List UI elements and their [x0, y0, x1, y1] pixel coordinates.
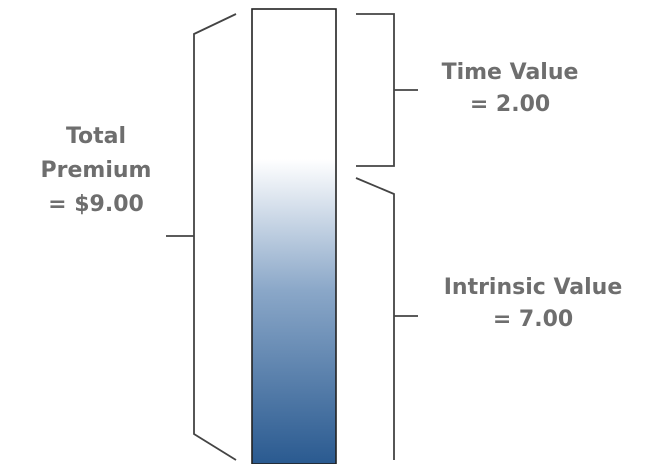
time-value-line-1: Time Value: [441, 60, 579, 85]
premium-bar: [251, 8, 337, 464]
time-value-label: Time Value = 2.00: [410, 57, 610, 121]
total-premium-line-2: Premium: [40, 158, 152, 183]
time-value-line-2: = 2.00: [469, 92, 551, 117]
intrinsic-value-line-1: Intrinsic Value: [443, 275, 623, 300]
total-premium-line-1: Total: [65, 124, 127, 149]
intrinsic-value-line-2: = 7.00: [492, 307, 574, 332]
intrinsic-value-bracket: [355, 177, 418, 460]
total-premium-line-3: = $9.00: [48, 192, 144, 217]
intrinsic-value-label: Intrinsic Value = 7.00: [420, 272, 646, 336]
total-premium-label: Total Premium = $9.00: [6, 120, 186, 222]
total-premium-bracket: [166, 13, 237, 461]
time-value-bracket: [356, 13, 418, 167]
